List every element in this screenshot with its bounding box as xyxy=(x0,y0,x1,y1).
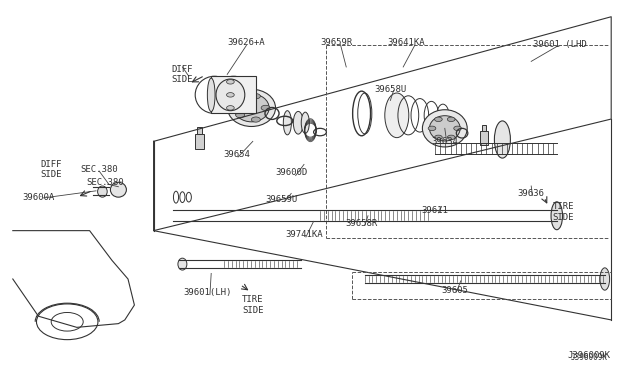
Text: SEC.380: SEC.380 xyxy=(87,178,124,187)
Text: 39600D: 39600D xyxy=(275,169,307,177)
Text: J396009K: J396009K xyxy=(567,351,611,360)
Ellipse shape xyxy=(110,182,127,197)
Circle shape xyxy=(447,117,455,122)
Text: 39658R: 39658R xyxy=(346,219,378,228)
Ellipse shape xyxy=(207,78,215,112)
Text: J396009K: J396009K xyxy=(570,353,607,362)
Text: 39658U: 39658U xyxy=(374,85,406,94)
Bar xyxy=(197,127,202,134)
Bar xyxy=(480,131,488,145)
Ellipse shape xyxy=(228,89,275,126)
Ellipse shape xyxy=(495,121,511,158)
Circle shape xyxy=(236,112,244,118)
Bar xyxy=(195,134,204,149)
Text: DIFF
SIDE: DIFF SIDE xyxy=(172,65,193,84)
Circle shape xyxy=(454,126,461,131)
Circle shape xyxy=(435,117,442,122)
Text: 39626+A: 39626+A xyxy=(228,38,265,47)
Text: 39634: 39634 xyxy=(431,137,458,146)
Ellipse shape xyxy=(216,79,245,111)
Text: SEC.380: SEC.380 xyxy=(81,165,118,174)
Text: 39601(LH): 39601(LH) xyxy=(184,288,232,296)
Text: DIFF
SIDE: DIFF SIDE xyxy=(40,160,62,179)
Ellipse shape xyxy=(385,93,409,138)
Text: 39641KA: 39641KA xyxy=(388,38,425,47)
Text: TIRE
SIDE: TIRE SIDE xyxy=(242,295,264,315)
Circle shape xyxy=(261,105,270,110)
Ellipse shape xyxy=(551,202,563,230)
Ellipse shape xyxy=(178,258,187,270)
Text: 39605: 39605 xyxy=(441,286,468,295)
Circle shape xyxy=(236,98,244,103)
Bar xyxy=(211,76,256,113)
Circle shape xyxy=(252,94,260,99)
Text: 39636: 39636 xyxy=(518,189,545,198)
Ellipse shape xyxy=(284,111,291,135)
Text: 39601 (LHD: 39601 (LHD xyxy=(533,40,587,49)
Ellipse shape xyxy=(301,112,309,134)
Ellipse shape xyxy=(98,186,108,197)
Circle shape xyxy=(227,106,234,110)
Circle shape xyxy=(428,126,436,131)
Text: TIRE
SIDE: TIRE SIDE xyxy=(552,202,574,222)
Text: 39654: 39654 xyxy=(223,150,250,159)
Text: 39659R: 39659R xyxy=(320,38,352,47)
Text: 39611: 39611 xyxy=(422,206,449,215)
Circle shape xyxy=(227,93,234,97)
Ellipse shape xyxy=(234,94,269,122)
Circle shape xyxy=(447,135,455,140)
Text: 39600A: 39600A xyxy=(22,193,54,202)
Circle shape xyxy=(227,80,234,84)
Text: 39741KA: 39741KA xyxy=(285,230,323,239)
Ellipse shape xyxy=(293,111,303,134)
Circle shape xyxy=(435,135,442,140)
Ellipse shape xyxy=(429,116,460,141)
Circle shape xyxy=(252,117,260,122)
Ellipse shape xyxy=(600,268,609,290)
Bar xyxy=(482,125,486,131)
Text: 39659U: 39659U xyxy=(266,195,298,203)
Ellipse shape xyxy=(422,110,467,147)
